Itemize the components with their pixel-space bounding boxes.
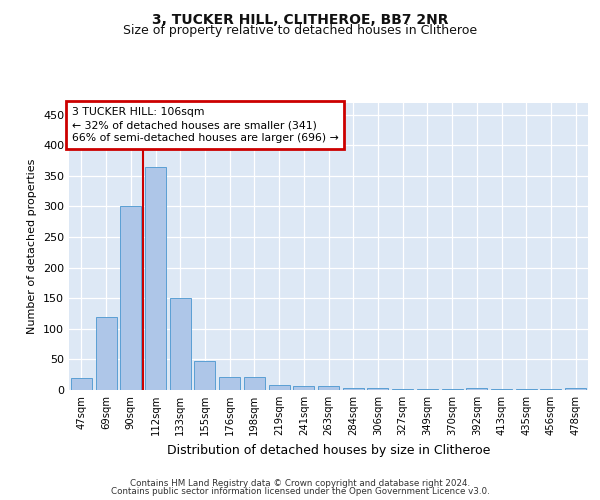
Bar [491,389,512,390]
Bar [343,388,364,390]
Bar [71,378,92,390]
Bar [170,298,191,390]
Bar [194,360,215,390]
Bar [565,388,586,390]
Y-axis label: Number of detached properties: Number of detached properties [28,158,37,334]
Bar [244,376,265,390]
Bar [95,316,116,390]
Bar [269,385,290,390]
Bar [219,376,240,390]
Bar [367,388,388,390]
Bar [392,389,413,390]
Bar [318,386,339,390]
Bar [417,389,438,390]
Text: Contains public sector information licensed under the Open Government Licence v3: Contains public sector information licen… [110,487,490,496]
X-axis label: Distribution of detached houses by size in Clitheroe: Distribution of detached houses by size … [167,444,490,456]
Bar [145,166,166,390]
Text: 3, TUCKER HILL, CLITHEROE, BB7 2NR: 3, TUCKER HILL, CLITHEROE, BB7 2NR [152,12,448,26]
Bar [293,386,314,390]
Bar [120,206,141,390]
Bar [516,389,537,390]
Bar [466,388,487,390]
Bar [442,389,463,390]
Text: Contains HM Land Registry data © Crown copyright and database right 2024.: Contains HM Land Registry data © Crown c… [130,478,470,488]
Text: Size of property relative to detached houses in Clitheroe: Size of property relative to detached ho… [123,24,477,37]
Bar [541,389,562,390]
Text: 3 TUCKER HILL: 106sqm
← 32% of detached houses are smaller (341)
66% of semi-det: 3 TUCKER HILL: 106sqm ← 32% of detached … [71,107,338,143]
